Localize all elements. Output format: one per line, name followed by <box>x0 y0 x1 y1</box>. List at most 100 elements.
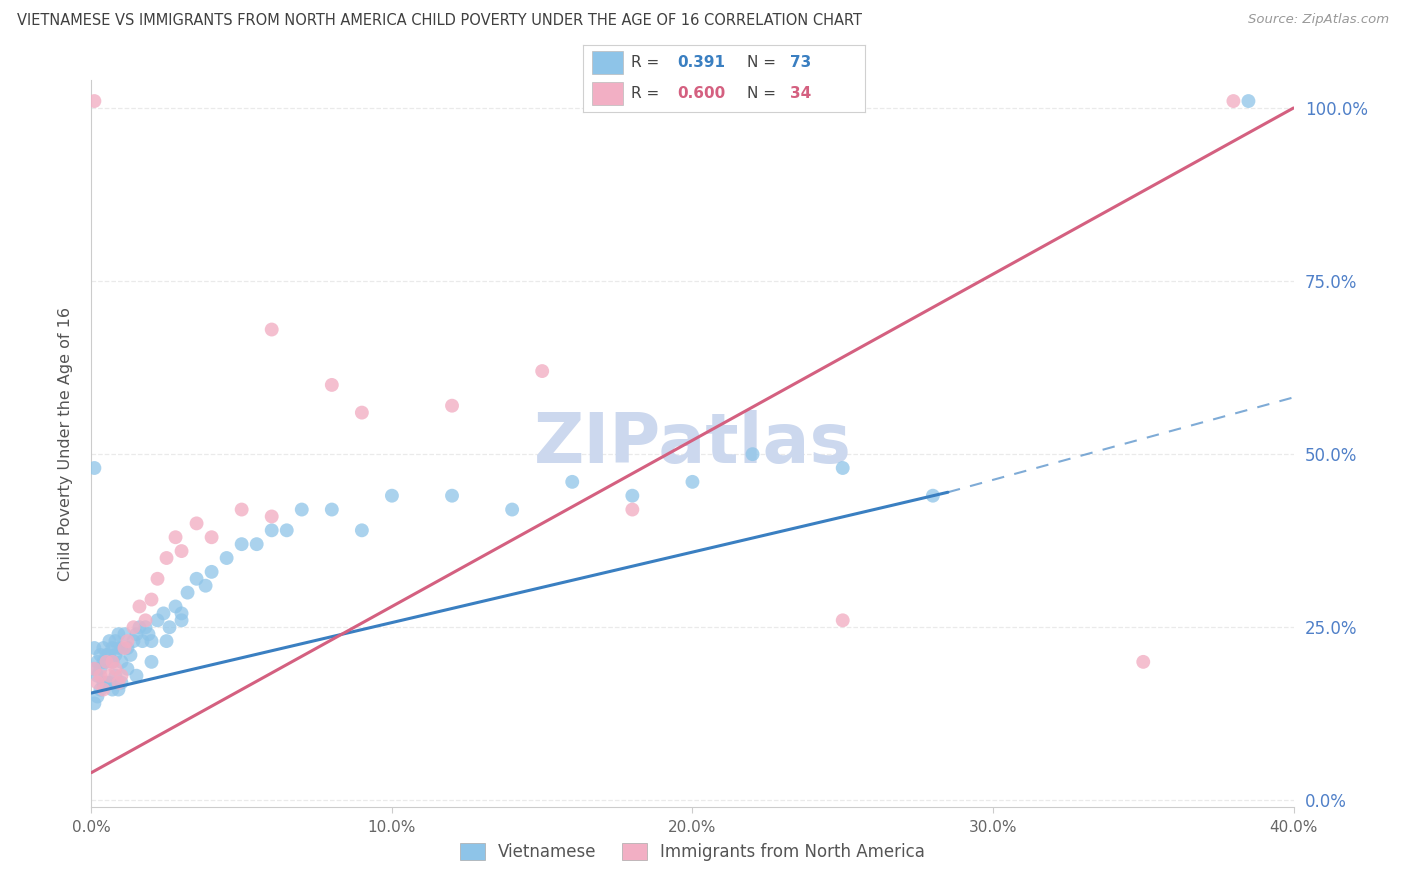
Point <box>141 592 163 607</box>
Point <box>98 669 121 683</box>
Point <box>93 655 115 669</box>
Point <box>1132 655 1154 669</box>
Point <box>159 620 181 634</box>
Point <box>89 648 111 662</box>
Point <box>350 406 373 420</box>
Text: 0.600: 0.600 <box>678 86 725 101</box>
Point <box>681 475 703 489</box>
Point <box>96 675 118 690</box>
Point <box>138 627 160 641</box>
FancyBboxPatch shape <box>592 51 623 74</box>
FancyBboxPatch shape <box>592 82 623 104</box>
Point <box>98 648 121 662</box>
Point <box>321 502 343 516</box>
Point <box>114 640 136 655</box>
Point <box>86 669 108 683</box>
Point <box>89 669 111 683</box>
Point <box>170 607 193 621</box>
Point <box>128 599 150 614</box>
Point <box>107 640 129 655</box>
Point <box>381 489 404 503</box>
Point <box>89 662 111 676</box>
Point <box>93 640 115 655</box>
Point <box>440 399 463 413</box>
Text: N =: N = <box>747 86 780 101</box>
Point <box>122 620 145 634</box>
Point <box>321 378 343 392</box>
Point <box>350 524 373 538</box>
Point <box>104 662 127 676</box>
Point <box>201 530 224 544</box>
Text: R =: R = <box>631 55 665 70</box>
Point <box>110 669 132 683</box>
Point <box>741 447 763 461</box>
Y-axis label: Child Poverty Under the Age of 16: Child Poverty Under the Age of 16 <box>58 307 73 581</box>
Point <box>96 655 118 669</box>
Text: N =: N = <box>747 55 780 70</box>
Point <box>165 530 187 544</box>
Point <box>89 682 111 697</box>
Point <box>83 640 105 655</box>
Point <box>155 551 177 566</box>
Point <box>1222 94 1244 108</box>
Point <box>170 613 193 627</box>
Point <box>83 662 105 676</box>
Point <box>98 675 121 690</box>
Point <box>501 502 523 516</box>
Point <box>260 524 283 538</box>
Point <box>104 648 127 662</box>
Point <box>186 572 208 586</box>
Point <box>260 322 283 336</box>
Point <box>83 697 105 711</box>
Text: 0.391: 0.391 <box>678 55 725 70</box>
Point <box>291 502 314 516</box>
Point <box>101 655 124 669</box>
Point <box>194 579 217 593</box>
Point <box>93 682 115 697</box>
Point <box>83 94 105 108</box>
Point <box>155 634 177 648</box>
Point <box>114 627 136 641</box>
Point <box>96 655 118 669</box>
Text: R =: R = <box>631 86 665 101</box>
Point <box>96 648 118 662</box>
Point <box>1237 94 1260 108</box>
Point <box>561 475 583 489</box>
Point <box>131 634 153 648</box>
Point <box>215 551 238 566</box>
Point <box>110 675 132 690</box>
Text: Source: ZipAtlas.com: Source: ZipAtlas.com <box>1249 13 1389 27</box>
Point <box>101 682 124 697</box>
Point <box>831 613 853 627</box>
Point <box>125 627 148 641</box>
Point <box>101 640 124 655</box>
Point <box>440 489 463 503</box>
Point <box>134 620 156 634</box>
Text: 73: 73 <box>790 55 811 70</box>
Point <box>152 607 174 621</box>
Text: 34: 34 <box>790 86 811 101</box>
Point <box>117 634 139 648</box>
Point <box>120 648 142 662</box>
Point <box>86 655 108 669</box>
Point <box>146 613 169 627</box>
Text: VIETNAMESE VS IMMIGRANTS FROM NORTH AMERICA CHILD POVERTY UNDER THE AGE OF 16 CO: VIETNAMESE VS IMMIGRANTS FROM NORTH AMER… <box>17 13 862 29</box>
Point <box>165 599 187 614</box>
Point <box>122 634 145 648</box>
Point <box>107 627 129 641</box>
Point <box>93 675 115 690</box>
Point <box>125 669 148 683</box>
Point <box>260 509 283 524</box>
Point <box>276 524 298 538</box>
Point <box>176 585 198 599</box>
Point <box>83 662 105 676</box>
Text: ZIPatlas: ZIPatlas <box>533 410 852 477</box>
Point <box>101 655 124 669</box>
Point <box>110 655 132 669</box>
Point <box>104 634 127 648</box>
Point <box>246 537 269 551</box>
Point <box>141 634 163 648</box>
Point <box>104 669 127 683</box>
Point <box>128 620 150 634</box>
Point <box>86 675 108 690</box>
